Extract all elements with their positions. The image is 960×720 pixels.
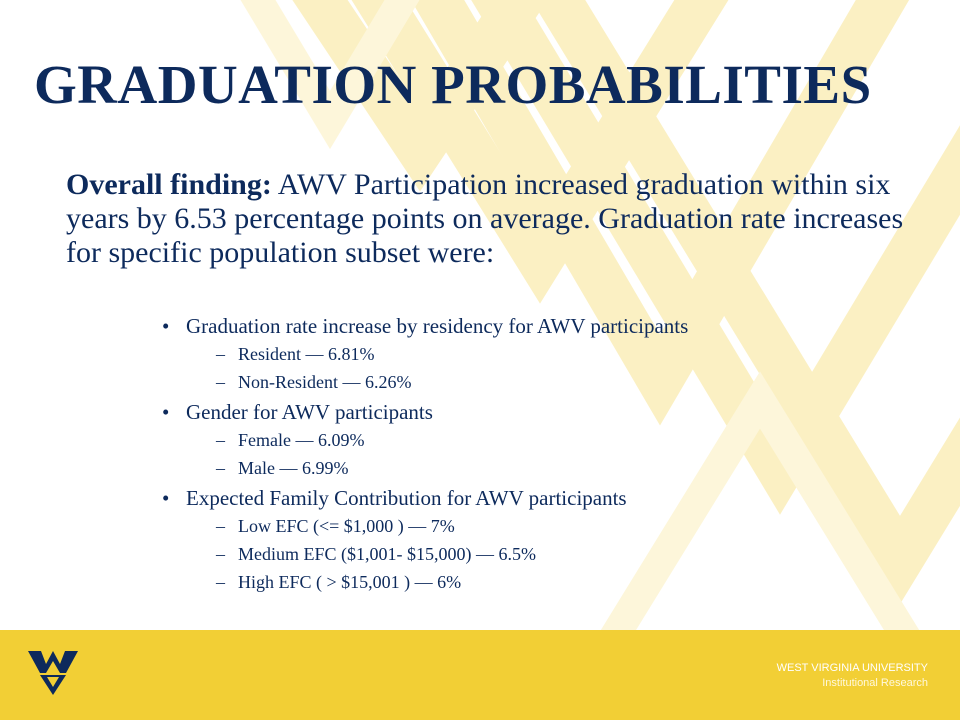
dash-icon: – [216, 430, 225, 450]
org-label: WEST VIRGINIA UNIVERSITY Institutional R… [777, 661, 928, 691]
dash-icon: – [216, 372, 225, 392]
section-items: – Resident — 6.81% – Non-Resident — 6.26% [160, 340, 920, 398]
list-item: – Resident — 6.81% [216, 340, 920, 368]
section-heading: • Gender for AWV participants [160, 398, 920, 426]
university-name: WEST VIRGINIA UNIVERSITY [776, 662, 928, 674]
department-name: Institutional Research [822, 677, 928, 689]
list-item-text: Female — 6.09% [238, 430, 365, 450]
section-heading-text: Graduation rate increase by residency fo… [186, 314, 689, 338]
list-item-text: Male — 6.99% [238, 458, 349, 478]
list-item: – Male — 6.99% [216, 454, 920, 482]
section-gender: • Gender for AWV participants – Female — … [160, 398, 920, 484]
section-heading-text: Expected Family Contribution for AWV par… [186, 486, 627, 510]
bullet-dot-icon: • [162, 486, 170, 510]
section-items: – Female — 6.09% – Male — 6.99% [160, 426, 920, 484]
list-item: – Non-Resident — 6.26% [216, 368, 920, 396]
overall-finding-label: Overall finding: [66, 168, 272, 201]
section-heading: • Expected Family Contribution for AWV p… [160, 484, 920, 512]
overall-finding-text: AWV Participation increased graduation w… [66, 168, 904, 269]
overall-finding-paragraph: Overall finding: AWV Participation incre… [66, 168, 916, 270]
list-item-text: Non-Resident — 6.26% [238, 372, 412, 392]
dash-icon: – [216, 458, 225, 478]
background-chevron-pattern [240, 0, 960, 630]
slide-title: GRADUATION PROBABILITIES [34, 54, 872, 115]
list-item-text: Medium EFC ($1,001- $15,000) — 6.5% [238, 544, 536, 564]
dash-icon: – [216, 344, 225, 364]
section-efc: • Expected Family Contribution for AWV p… [160, 484, 920, 598]
list-item: – High EFC ( > $15,001 ) — 6% [216, 568, 920, 596]
list-item-text: High EFC ( > $15,001 ) — 6% [238, 572, 462, 592]
section-residency: • Graduation rate increase by residency … [160, 312, 920, 398]
footer-bar: WEST VIRGINIA UNIVERSITY Institutional R… [0, 630, 960, 720]
dash-icon: – [216, 544, 225, 564]
bullet-dot-icon: • [162, 400, 170, 424]
list-item-text: Resident — 6.81% [238, 344, 375, 364]
section-items: – Low EFC (<= $1,000 ) — 7% – Medium EFC (… [160, 512, 920, 598]
dash-icon: – [216, 572, 225, 592]
list-item: – Low EFC (<= $1,000 ) — 7% [216, 512, 920, 540]
wv-logo-icon [28, 651, 78, 695]
list-item: – Medium EFC ($1,001- $15,000) — 6.5% [216, 540, 920, 568]
section-heading-text: Gender for AWV participants [186, 400, 433, 424]
section-heading: • Graduation rate increase by residency … [160, 312, 920, 340]
list-item-text: Low EFC (<= $1,000 ) — 7% [238, 516, 455, 536]
bullet-dot-icon: • [162, 314, 170, 338]
findings-list: • Graduation rate increase by residency … [160, 312, 920, 598]
list-item: – Female — 6.09% [216, 426, 920, 454]
dash-icon: – [216, 516, 225, 536]
